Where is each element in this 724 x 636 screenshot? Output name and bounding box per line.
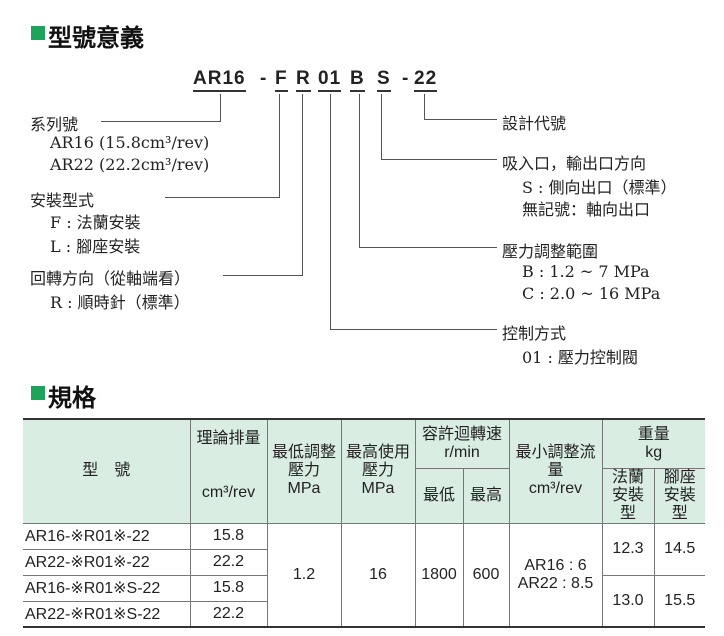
label-design: 設計代號: [502, 114, 567, 133]
port-item: S : 側向出口（標準）: [522, 178, 677, 197]
section-title-model: 型號意義: [48, 24, 144, 52]
label-port: 吸入口，輸出口方向: [502, 154, 647, 173]
header-min-flow: 最小調整流量 cm³/rev: [508, 418, 603, 524]
label-control: 控制方式: [502, 324, 567, 343]
label-rotation: 回轉方向（從軸端看）: [30, 269, 191, 288]
cell-displacement: 22.2: [189, 600, 267, 628]
cell-speed-min: 1800: [414, 522, 464, 628]
header-speed: 容許迴轉速 r/min: [414, 418, 510, 469]
pressure-item: C : 2.0 ~ 16 MPa: [522, 284, 661, 303]
table-row-model: AR22-※R01※S-22: [23, 600, 191, 628]
cell-displacement: 22.2: [189, 548, 267, 576]
series-item: AR22 (22.2cm³/rev): [50, 155, 210, 174]
code-series: AR16: [193, 68, 246, 92]
cell-weight-flange: 12.3: [601, 522, 655, 576]
pressure-item: B : 1.2 ~ 7 MPa: [522, 262, 650, 281]
header-min-pressure: 最低調整壓力 MPa: [266, 418, 342, 524]
code-mount: F: [275, 68, 288, 92]
label-mount: 安裝型式: [30, 191, 95, 210]
cell-weight-foot: 14.5: [653, 522, 705, 576]
mount-item: L : 腳座安裝: [50, 237, 141, 256]
spec-table: 型 號 理論排量 cm³/rev 最低調整壓力 MPa 最高使用壓力 MPa 容許迴轉…: [23, 418, 705, 628]
section-title-spec: 規格: [48, 384, 96, 412]
code-rotation: R: [296, 68, 311, 92]
port-item: 無記號：軸向出口: [522, 200, 651, 219]
table-row-model: AR16-※R01※S-22: [23, 574, 191, 602]
code-control: 01: [318, 68, 342, 92]
cell-displacement: 15.8: [189, 574, 268, 602]
cell-max-pressure: 16: [340, 522, 416, 628]
code-pressure: B: [350, 68, 365, 92]
cell-flow: AR22 : 8.5: [508, 575, 603, 628]
code-design: 22: [414, 68, 438, 92]
code-dash: -: [260, 68, 268, 89]
rotation-item: R : 順時針（標準）: [50, 293, 190, 312]
cell-displacement: 15.8: [189, 522, 268, 550]
cell-speed-max: 600: [462, 522, 510, 628]
section-marker: [31, 26, 45, 40]
header-max-pressure: 最高使用壓力 MPa: [340, 418, 416, 524]
cell-weight-flange: 13.0: [601, 574, 655, 628]
label-pressure: 壓力調整範圍: [502, 242, 599, 261]
cell-flow: AR16 : 6: [508, 522, 603, 575]
header-displacement: 理論排量 cm³/rev: [189, 418, 268, 524]
table-row-model: AR16-※R01※-22: [23, 522, 191, 550]
header-speed-min: 最低: [415, 467, 464, 524]
header-weight-foot: 腳座安裝型: [653, 467, 705, 524]
mount-item: F : 法蘭安裝: [50, 213, 141, 232]
header-weight: 重量 kg: [601, 418, 705, 469]
series-item: AR16 (15.8cm³/rev): [50, 133, 210, 152]
cell-min-pressure: 1.2: [266, 522, 342, 628]
table-row-model: AR22-※R01※-22: [23, 548, 191, 576]
code-dash2: -: [402, 68, 410, 89]
header-weight-flange: 法蘭安裝型: [601, 467, 655, 524]
section-marker: [31, 386, 45, 400]
code-port: S: [377, 68, 391, 92]
header-model: 型 號: [23, 418, 191, 524]
label-series: 系列號: [30, 115, 79, 134]
cell-weight-foot: 15.5: [653, 574, 705, 628]
header-speed-max: 最高: [462, 467, 510, 524]
control-item: 01 : 壓力控制閥: [522, 348, 638, 367]
